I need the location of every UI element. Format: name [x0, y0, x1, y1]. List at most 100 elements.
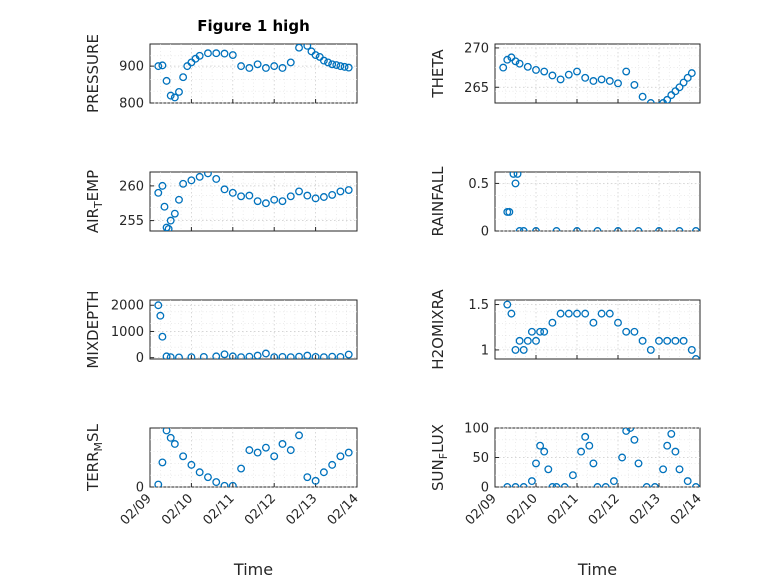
data-point	[220, 350, 229, 359]
data-point	[245, 64, 254, 72]
data-point	[220, 185, 229, 194]
data-point	[311, 476, 320, 485]
data-point	[166, 353, 175, 359]
data-point	[609, 477, 618, 486]
data-point	[204, 473, 212, 482]
plot-area	[149, 427, 358, 488]
y-axis-label: PRESSURE	[84, 34, 102, 113]
data-point	[548, 71, 557, 80]
data-point	[642, 483, 651, 487]
data-point	[270, 452, 279, 461]
data-point	[573, 67, 581, 76]
data-point	[253, 448, 262, 457]
data-series	[154, 44, 353, 102]
data-point	[261, 64, 270, 72]
data-point	[589, 459, 598, 468]
data-point	[511, 57, 520, 66]
data-point	[286, 353, 295, 359]
data-point	[687, 69, 696, 78]
y-tick-label: 0	[136, 351, 144, 366]
x-tick-label: 02/13	[283, 491, 320, 528]
panel-h2omixra: 1 1.5 H2OMIXRA	[429, 289, 701, 370]
x-axis-label: Time	[577, 560, 617, 579]
data-point	[195, 51, 204, 60]
data-point	[597, 309, 606, 318]
data-point	[679, 336, 688, 345]
y-tick-label: 260	[119, 179, 144, 194]
data-point	[548, 318, 557, 327]
data-point	[630, 327, 639, 336]
data-point	[667, 91, 676, 100]
data-point	[527, 327, 536, 336]
data-point	[270, 62, 279, 71]
data-point	[270, 195, 279, 204]
data-point	[237, 464, 246, 473]
data-point	[507, 309, 516, 318]
data-point	[156, 311, 165, 320]
y-tick-label: 1000	[111, 325, 144, 340]
data-point	[509, 172, 518, 178]
data-point	[179, 73, 188, 82]
data-point	[659, 465, 668, 474]
data-point	[601, 483, 610, 487]
data-point	[523, 62, 532, 71]
data-point	[655, 227, 663, 231]
data-point	[319, 56, 328, 65]
y-tick-label: 255	[119, 214, 144, 229]
data-point	[679, 78, 688, 87]
data-point	[503, 300, 512, 309]
data-point	[253, 351, 262, 359]
data-point	[228, 481, 237, 487]
data-point	[634, 227, 643, 231]
data-point	[340, 62, 349, 71]
data-point	[158, 181, 167, 190]
data-point	[199, 352, 208, 359]
x-tick-label: 02/12	[242, 491, 279, 528]
data-point	[605, 309, 614, 318]
data-point	[511, 345, 520, 354]
data-point	[540, 67, 549, 76]
data-point	[618, 453, 627, 462]
data-point	[336, 352, 345, 359]
data-point	[204, 49, 212, 58]
data-point	[303, 351, 312, 359]
data-series	[154, 172, 353, 231]
data-point	[638, 336, 647, 345]
data-point	[162, 76, 171, 85]
data-point	[237, 192, 246, 201]
data-point	[511, 179, 520, 188]
data-series	[503, 428, 700, 487]
data-point	[175, 87, 183, 96]
data-point	[261, 443, 270, 452]
data-point	[593, 227, 602, 231]
data-point	[261, 199, 270, 208]
data-point	[336, 62, 345, 71]
data-point	[513, 172, 522, 178]
data-point	[158, 332, 167, 341]
data-point	[626, 428, 635, 432]
x-tick-label: 02/12	[586, 491, 623, 528]
x-axis-label: Time	[233, 560, 273, 579]
data-point	[634, 459, 643, 468]
data-point	[278, 440, 287, 448]
data-point	[295, 431, 303, 440]
data-point	[261, 349, 270, 358]
plot-area	[494, 171, 701, 232]
data-point	[328, 352, 337, 359]
data-point	[671, 336, 680, 345]
data-point	[154, 188, 163, 197]
data-point	[170, 440, 179, 448]
data-point	[577, 447, 586, 456]
data-point	[503, 55, 512, 64]
data-point	[212, 352, 221, 359]
data-point	[319, 353, 328, 359]
data-point	[622, 327, 631, 336]
data-point	[556, 75, 565, 84]
data-point	[650, 483, 659, 487]
data-point	[324, 58, 332, 67]
data-point	[511, 483, 520, 487]
data-point	[527, 477, 536, 486]
data-point	[311, 51, 320, 60]
y-tick-label: 1	[481, 343, 489, 358]
data-point	[303, 191, 312, 200]
